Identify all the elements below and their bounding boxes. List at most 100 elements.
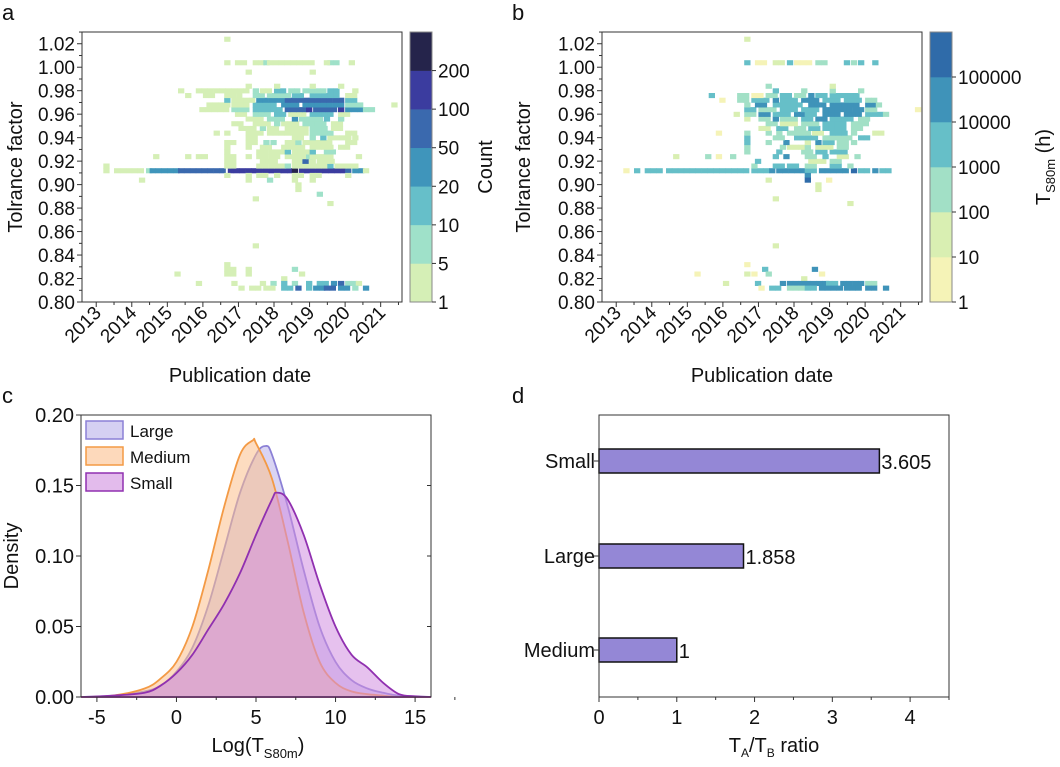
colorbar-segment (930, 77, 952, 123)
heatmap-cell (281, 280, 288, 286)
heatmap-cell (231, 121, 238, 127)
heatmap-cell (319, 285, 326, 291)
heatmap-cell (264, 111, 271, 117)
heatmap-cell (201, 154, 208, 160)
heatmap-cell (296, 154, 303, 160)
heatmap-cell (309, 111, 316, 117)
heatmap-cell (224, 36, 231, 42)
heatmap-cell (302, 154, 309, 160)
heatmap-cell (836, 154, 843, 160)
heatmap-cell (914, 107, 922, 113)
heatmap-cell (836, 168, 843, 174)
heatmap-cell (786, 60, 794, 66)
heatmap-cell (730, 154, 737, 160)
colorbar-tick-label: 20 (438, 177, 459, 198)
heatmap-cell (296, 60, 303, 66)
heatmap-cell (871, 107, 878, 113)
heatmap-cell (321, 144, 328, 150)
heatmap-cell (291, 177, 299, 183)
heatmap-cell (213, 168, 220, 174)
heatmap-cell (201, 88, 208, 94)
heatmap-cell (249, 97, 256, 103)
heatmap-cell (252, 88, 259, 94)
heatmap-cell (211, 107, 218, 113)
heatmap-cell (153, 154, 160, 160)
heatmap-cell (343, 144, 351, 150)
heatmap-cell (237, 121, 244, 127)
heatmap-cell (279, 97, 287, 103)
heatmap-cell (842, 144, 849, 150)
heatmap-cell (327, 163, 334, 169)
heatmap-cell (259, 88, 267, 94)
heatmap-cell (266, 125, 274, 131)
y-tick-label: 0.82 (38, 270, 75, 291)
heatmap-cell (840, 280, 847, 286)
heatmap-cell (178, 168, 185, 174)
heatmap-cell (811, 135, 819, 141)
heatmap-cell (314, 97, 321, 103)
heatmap-cell (834, 111, 841, 117)
heatmap-cell (751, 97, 758, 103)
heatmap-cell (772, 97, 779, 103)
heatmap-cell (336, 121, 344, 127)
heatmap-cell (841, 149, 848, 155)
heatmap-cell (231, 102, 238, 108)
heatmap-cell (758, 111, 765, 117)
heatmap-cell (362, 107, 370, 113)
heatmap-cell (266, 93, 274, 99)
heatmap-cell (757, 97, 764, 103)
heatmap-cell (227, 168, 235, 174)
colorbar-segment (410, 147, 432, 187)
heatmap-cell (834, 121, 841, 127)
heatmap-cell (316, 158, 323, 164)
heatmap-cell (841, 130, 848, 136)
heatmap-cell (264, 121, 271, 127)
heatmap-cell (779, 144, 787, 150)
heatmap-cell (772, 154, 779, 160)
heatmap-cell (764, 116, 771, 122)
heatmap-cell (804, 144, 811, 150)
heatmap-cell (327, 60, 334, 66)
heatmap-cell (138, 177, 146, 183)
heatmap-cell (243, 107, 250, 113)
heatmap-cell (829, 93, 836, 99)
heatmap-cell (219, 88, 226, 94)
heatmap-cell (818, 168, 826, 174)
heatmap-cell (327, 111, 334, 117)
heatmap-cell (224, 93, 231, 99)
heatmap-cell (737, 97, 744, 103)
heatmap-cell (689, 168, 696, 174)
x-tick-label: 5 (250, 707, 261, 729)
bar-value-label: 1 (679, 641, 690, 663)
heatmap-cell (224, 102, 231, 108)
heatmap-cell (744, 149, 751, 155)
heatmap-cell (302, 125, 309, 131)
heatmap-cell (785, 97, 792, 103)
heatmap-cell (327, 144, 334, 150)
density-areas (80, 437, 432, 698)
heatmap-cell (189, 168, 197, 174)
heatmap-cell (167, 168, 174, 174)
heatmap-cell (879, 168, 886, 174)
heatmap-cell (842, 140, 849, 146)
heatmap-cell (308, 88, 315, 94)
y-axis: 0.800.82 0.840.86 0.880.90 0.920.94 0.960.98… (38, 31, 82, 314)
heatmap-cell (352, 168, 359, 174)
heatmap-cell (804, 177, 811, 183)
colorbar-tick-label: 5 (438, 254, 449, 275)
heatmap-cell (205, 107, 212, 113)
x-tick-label: 2019 (274, 303, 319, 348)
plot-frame (81, 31, 403, 303)
heatmap-cell (850, 140, 858, 146)
heatmap-cell (321, 125, 328, 131)
heatmap-cell (835, 130, 842, 136)
heatmap-cell (715, 130, 723, 136)
heatmap-cell (849, 111, 856, 117)
heatmap-cell (788, 168, 795, 174)
heatmap-cell (656, 168, 663, 174)
colorbar-tick-label: 1000 (958, 158, 1000, 179)
heatmap-cell (202, 93, 210, 99)
heatmap-cell (650, 168, 657, 174)
panel-a-heatmap: 0.800.82 0.840.86 0.880.90 0.920.94 0.960.98… (5, 31, 497, 387)
